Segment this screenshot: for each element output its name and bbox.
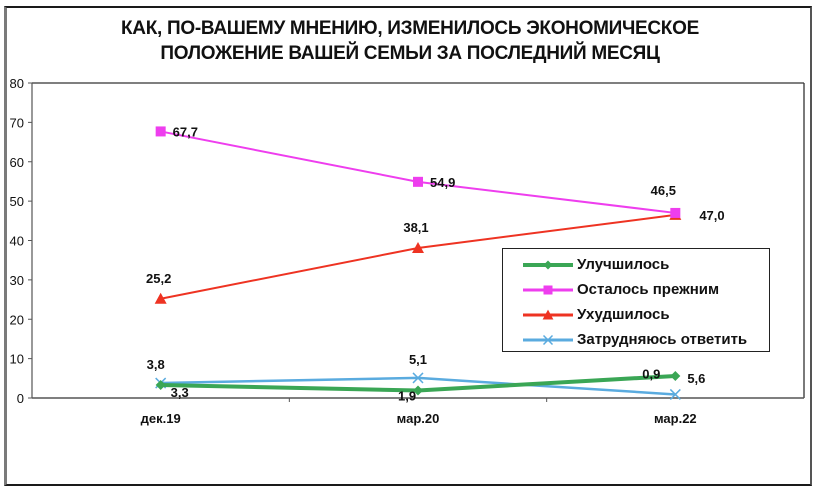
x-tick-label: мар.20 <box>397 411 440 426</box>
data-label: 5,1 <box>409 352 427 367</box>
triangle-marker <box>412 241 424 253</box>
y-tick-label: 80 <box>10 76 24 91</box>
data-label: 3,3 <box>171 385 189 400</box>
chart-title-line-2: ПОЛОЖЕНИЕ ВАШЕЙ СЕМЬИ ЗА ПОСЛЕДНИЙ МЕСЯЦ <box>160 43 660 64</box>
data-label: 1,9 <box>398 389 416 404</box>
y-tick-label: 40 <box>10 234 24 249</box>
series-0 <box>155 370 681 396</box>
y-tick-label: 30 <box>10 273 24 288</box>
series-line <box>160 130 676 214</box>
legend-item-hard-to-say: Затрудняюсь ответить <box>503 327 769 352</box>
legend-key-unchanged <box>523 285 573 294</box>
legend-key-hard-to-say <box>523 334 573 345</box>
y-tick-label: 10 <box>10 352 24 367</box>
x-marker <box>412 372 424 384</box>
square-marker <box>155 126 166 137</box>
legend-key-improved <box>523 260 573 269</box>
series-3 <box>155 372 681 400</box>
diamond-marker <box>670 370 681 381</box>
chart-frame <box>4 6 812 486</box>
legend-label: Ухудшилось <box>577 306 670 323</box>
y-tick-label: 20 <box>10 312 24 327</box>
data-label: 5,6 <box>687 371 705 386</box>
data-label: 46,5 <box>651 183 676 198</box>
y-tick-label: 50 <box>10 194 24 209</box>
series-group <box>154 126 682 400</box>
data-label: 54,9 <box>430 175 455 190</box>
data-label: 47,0 <box>699 208 724 223</box>
square-marker <box>670 207 681 218</box>
triangle-marker <box>542 309 554 319</box>
triangle-marker <box>154 292 167 304</box>
data-labels: 3,3 1,9 5,6 67,7 54,9 47,0 25,2 38,1 46,5 3,8 5,1 0… <box>146 124 725 403</box>
legend: Улучшилось Осталось прежним Ухудшилось З… <box>502 248 770 352</box>
legend-item-improved: Улучшилось <box>503 252 769 277</box>
data-label: 0,9 <box>642 366 660 381</box>
x-marker <box>542 334 554 345</box>
legend-item-worsened: Ухудшилось <box>503 302 769 327</box>
legend-item-unchanged: Осталось прежним <box>503 277 769 302</box>
diamond-marker <box>543 260 553 269</box>
diamond-marker <box>413 385 423 396</box>
chart-title-line-1: КАК, ПО-ВАШЕМУ МНЕНИЮ, ИЗМЕНИЛОСЬ ЭКОНОМ… <box>121 18 699 39</box>
y-tick-label: 0 <box>17 391 24 406</box>
legend-label: Затрудняюсь ответить <box>577 331 748 348</box>
axes: 0 10 20 30 40 50 60 70 80 дек.19 мар.20 мар.22 <box>10 76 805 426</box>
data-label: 38,1 <box>403 220 428 235</box>
x-tick-label: мар.22 <box>654 411 697 426</box>
x-marker <box>669 388 681 400</box>
data-label: 67,7 <box>173 124 198 139</box>
square-marker <box>413 176 423 187</box>
series-1 <box>155 126 681 218</box>
legend-key-worsened <box>523 309 573 319</box>
chart-title: КАК, ПО-ВАШЕМУ МНЕНИЮ, ИЗМЕНИЛОСЬ ЭКОНОМ… <box>0 16 820 66</box>
diamond-marker <box>155 380 166 391</box>
y-tick-label: 60 <box>10 155 24 170</box>
legend-label: Улучшилось <box>577 256 670 273</box>
data-label: 3,8 <box>147 357 165 372</box>
legend-label: Осталось прежним <box>577 281 720 298</box>
x-tick-label: дек.19 <box>141 411 181 426</box>
data-label: 25,2 <box>146 271 171 286</box>
y-tick-label: 70 <box>10 115 24 130</box>
square-marker <box>543 285 553 294</box>
